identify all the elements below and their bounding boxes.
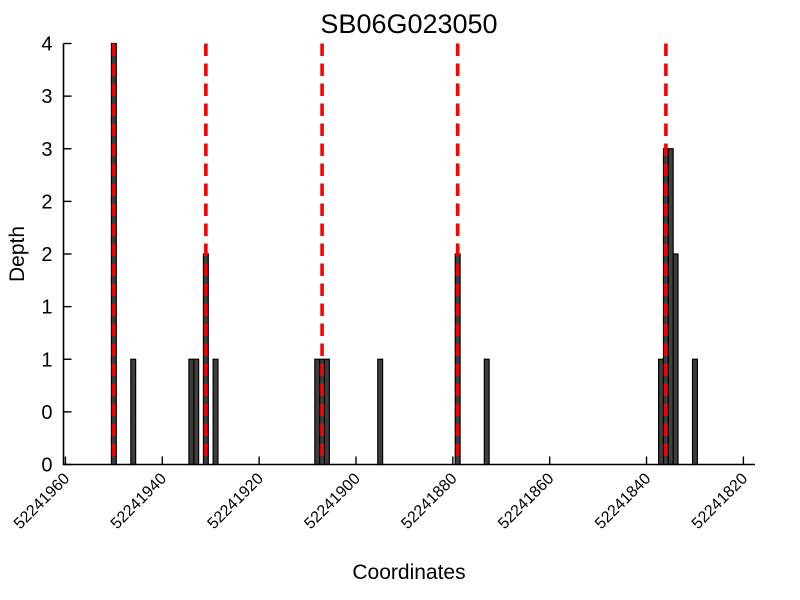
y-tick-label: 1: [41, 297, 52, 319]
y-axis-ticks: 0 0 1 1 2 2 3 3 4: [41, 34, 72, 477]
x-tick-label: 52241860: [495, 470, 557, 532]
x-tick-label: 52241960: [11, 470, 73, 532]
depth-bar: [691, 358, 698, 466]
depth-bar: [212, 358, 219, 466]
x-tick-label: 52241820: [689, 470, 751, 532]
depth-bar: [658, 358, 665, 466]
depth-bar: [314, 358, 321, 466]
depth-bar: [667, 148, 674, 466]
y-tick-label: 3: [41, 139, 52, 161]
depth-bar: [672, 253, 679, 466]
depth-bar: [323, 358, 330, 466]
x-tick-label: 52241900: [301, 470, 363, 532]
x-axis-ticks: 52241960 52241940 52241920 52241900 52241880…: [11, 456, 751, 533]
x-tick-label: 52241920: [205, 470, 267, 532]
axes-layer: [62, 43, 755, 466]
x-tick-label: 52241880: [398, 470, 460, 532]
y-tick-label: 1: [41, 349, 52, 371]
depth-bar: [130, 358, 137, 466]
x-tick-label: 52241940: [108, 470, 170, 532]
axis-spines: [62, 43, 755, 466]
y-tick-label: 2: [41, 191, 52, 213]
bars-layer: [110, 42, 698, 466]
red-dashed-lines-layer: [112, 43, 668, 465]
y-axis-label: Depth: [6, 226, 29, 282]
depth-bar: [188, 358, 195, 466]
depth-bar: [377, 358, 384, 466]
x-tick-label: 52241840: [592, 470, 654, 532]
chart-title: SB06G023050: [320, 9, 497, 39]
y-tick-label: 0: [41, 455, 52, 477]
y-tick-label: 4: [41, 34, 52, 56]
depth-bar: [193, 358, 200, 466]
y-tick-label: 0: [41, 402, 52, 424]
y-tick-label: 2: [41, 244, 52, 266]
x-axis-label: Coordinates: [352, 561, 465, 584]
y-tick-label: 3: [41, 86, 52, 108]
depth-bar: [483, 358, 490, 466]
